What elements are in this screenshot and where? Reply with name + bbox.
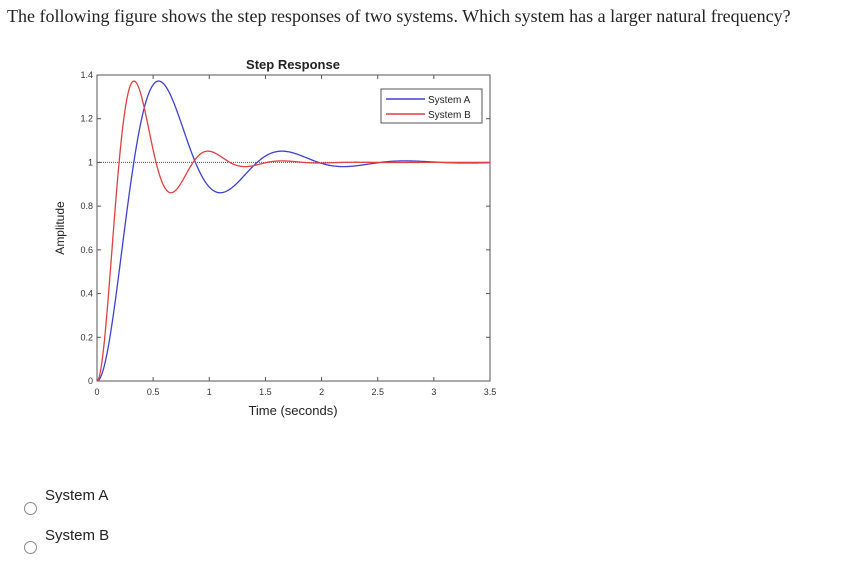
x-tick-label: 0 xyxy=(94,387,99,397)
option-label-system-b[interactable]: System B xyxy=(45,527,110,544)
x-tick-label: 3 xyxy=(431,387,436,397)
y-axis-label: Amplitude xyxy=(53,201,67,255)
option-radio-system-a[interactable] xyxy=(24,502,37,515)
y-tick-label: 0.4 xyxy=(80,289,93,299)
y-tick-label: 1.2 xyxy=(80,114,93,124)
legend-label-system-a: System A xyxy=(428,95,471,106)
x-axis-label: Time (seconds) xyxy=(248,403,337,418)
y-tick-label: 0 xyxy=(88,376,93,386)
series-line-system-b xyxy=(96,80,490,382)
x-tick-label: 1.5 xyxy=(259,387,272,397)
x-tick-label: 1 xyxy=(207,387,212,397)
y-tick-label: 1.4 xyxy=(80,70,93,80)
legend-box xyxy=(380,88,483,124)
plot-area xyxy=(96,74,491,382)
x-tick-label: 2.5 xyxy=(371,387,384,397)
y-tick-label: 0.6 xyxy=(80,245,93,255)
option-radio-system-b[interactable] xyxy=(24,541,37,554)
x-tick-label: 2 xyxy=(319,387,324,397)
legend: System A System B xyxy=(380,88,483,124)
y-tick-label: 0.8 xyxy=(80,201,93,211)
x-tick-label: 3.5 xyxy=(484,387,497,397)
series-line-system-a xyxy=(96,80,491,382)
y-tick-label: 1 xyxy=(88,157,93,167)
step-response-chart: 0 0.2 0.4 0.6 0.8 1 1.2 1.4 0 0.5 1 1.5 2 2.5 3 3.5 St… xyxy=(53,57,497,418)
x-tick-label: 0.5 xyxy=(147,387,160,397)
option-label-system-a[interactable]: System A xyxy=(45,487,109,504)
legend-label-system-b: System B xyxy=(428,110,471,121)
question-text: The following figure shows the step resp… xyxy=(7,6,791,26)
chart-title: Step Response xyxy=(246,57,340,72)
y-tick-label: 0.2 xyxy=(80,332,93,342)
